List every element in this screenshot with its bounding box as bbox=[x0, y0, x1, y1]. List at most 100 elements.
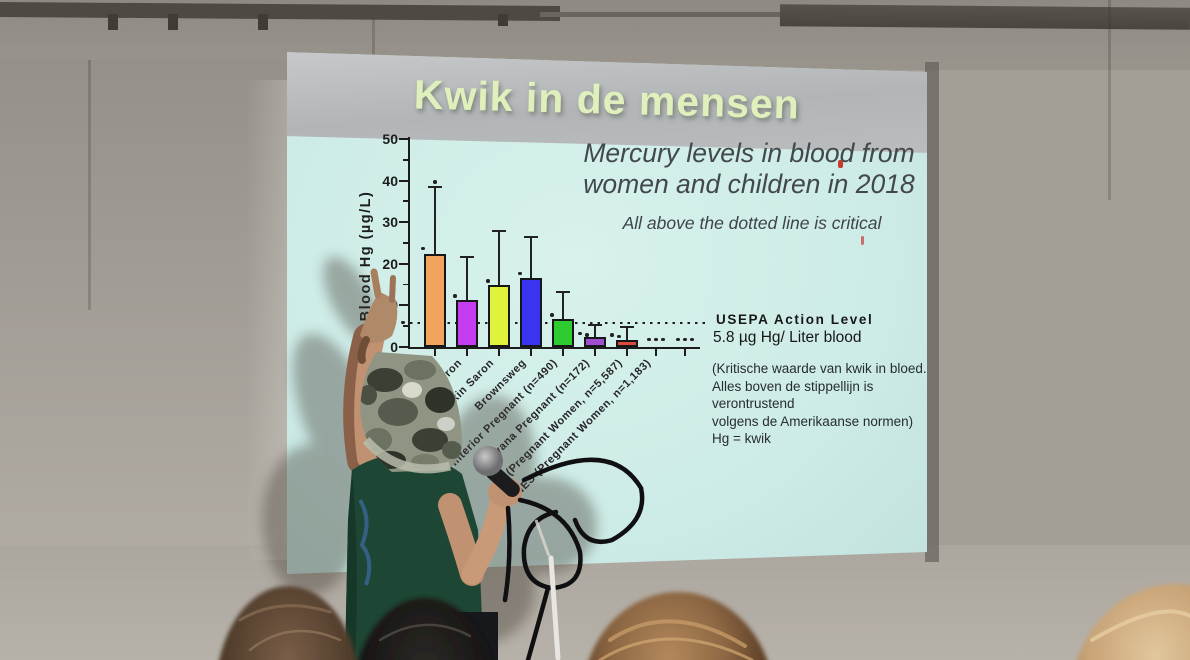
x-tick bbox=[655, 349, 657, 356]
bar-2 bbox=[456, 300, 478, 347]
chart-title: Mercury levels in blood from women and c… bbox=[569, 138, 927, 200]
mic-cables bbox=[502, 457, 645, 660]
y-major-tick bbox=[399, 262, 408, 265]
hair-strands bbox=[238, 604, 1190, 660]
error-bar-cap bbox=[524, 236, 538, 239]
data-point-dot bbox=[610, 333, 614, 337]
chart-title-line2: women and children in 2018 bbox=[583, 169, 915, 199]
data-point-dot bbox=[518, 271, 522, 276]
data-point-dot bbox=[578, 331, 582, 336]
x-tick bbox=[594, 349, 596, 356]
y-major-tick bbox=[399, 138, 408, 140]
y-minor-tick bbox=[403, 283, 408, 286]
error-bar bbox=[562, 291, 564, 320]
x-tick bbox=[530, 349, 532, 356]
finger bbox=[370, 268, 382, 299]
data-point-dot bbox=[550, 313, 554, 317]
data-point-dot bbox=[453, 294, 457, 298]
x-tick bbox=[684, 349, 686, 356]
beam-bracket bbox=[258, 14, 268, 30]
shirt-print bbox=[358, 498, 372, 586]
data-point-dot bbox=[683, 337, 687, 341]
bar-6 bbox=[584, 337, 606, 347]
x-tick bbox=[434, 349, 436, 356]
x-axis-line bbox=[408, 347, 700, 350]
presenter-shirt-shade bbox=[345, 470, 357, 660]
bar-5 bbox=[552, 319, 574, 347]
audience-head-brown bbox=[219, 586, 357, 660]
presenter-mic-arm bbox=[438, 446, 522, 586]
screen-edge-shadow bbox=[925, 62, 939, 562]
data-point-dot bbox=[617, 334, 621, 339]
bar-4 bbox=[520, 277, 542, 347]
y-minor-tick bbox=[403, 158, 408, 161]
y-tick-label: 40 bbox=[382, 172, 398, 189]
chart-title-line1: Mercury levels in blood from bbox=[583, 138, 915, 168]
ceiling-beam-mid bbox=[540, 12, 800, 17]
video-artifact-speck bbox=[838, 160, 843, 168]
wall-below-screen bbox=[0, 545, 1190, 660]
y-tick-label: 0 bbox=[390, 339, 398, 355]
error-bar-cap bbox=[588, 323, 602, 326]
y-major-tick bbox=[399, 304, 408, 307]
audience-head-blonde bbox=[1076, 584, 1190, 660]
data-point-dot bbox=[654, 337, 658, 341]
data-point-dot bbox=[486, 279, 490, 283]
y-major-tick bbox=[399, 179, 408, 182]
audience-head-black bbox=[358, 598, 492, 660]
wall-seam bbox=[88, 60, 91, 310]
presenter-hand bbox=[360, 292, 398, 344]
data-point-dot bbox=[676, 337, 680, 341]
reference-line-dot bbox=[401, 320, 405, 325]
error-bar-cap bbox=[460, 256, 474, 259]
dutch-note-line4: Hg = kwik bbox=[712, 431, 771, 446]
audience-head-auburn bbox=[588, 592, 768, 660]
data-point-dot bbox=[421, 246, 425, 251]
dutch-note-line1: (Kritische waarde van kwik in bloed. bbox=[712, 361, 927, 376]
hood-brim bbox=[362, 436, 452, 474]
data-point-dot bbox=[433, 180, 437, 184]
y-tick-label: 20 bbox=[382, 255, 398, 272]
y-minor-tick bbox=[403, 200, 408, 203]
bar-7 bbox=[616, 339, 638, 347]
beam-bracket bbox=[498, 14, 508, 26]
data-point-dot bbox=[661, 337, 665, 341]
y-major-tick bbox=[399, 346, 408, 348]
bar-3 bbox=[488, 284, 510, 347]
finger bbox=[389, 275, 396, 303]
y-tick-label: 30 bbox=[382, 214, 398, 231]
error-bar-cap bbox=[556, 290, 570, 293]
y-minor-tick bbox=[403, 325, 408, 327]
presenter-camo-hood bbox=[360, 352, 462, 474]
data-point-dot bbox=[585, 333, 589, 337]
data-point-dot bbox=[647, 337, 651, 341]
mic-stand-rod bbox=[548, 555, 561, 660]
wall-seam bbox=[372, 18, 375, 58]
microphone-head bbox=[473, 446, 503, 476]
cable-highlight bbox=[534, 519, 551, 557]
thumb-shadow bbox=[357, 336, 370, 364]
dutch-note-line2: Alles boven de stippellijn is verontrust… bbox=[712, 378, 874, 412]
x-tick bbox=[466, 349, 468, 356]
error-bar bbox=[626, 327, 628, 340]
error-bar-cap bbox=[620, 326, 634, 329]
error-bar bbox=[498, 231, 500, 285]
error-bar-cap bbox=[428, 185, 442, 188]
x-tick bbox=[498, 349, 500, 356]
y-axis-line bbox=[408, 137, 411, 349]
error-bar bbox=[466, 257, 468, 301]
error-bar bbox=[434, 186, 436, 255]
error-bar-cap bbox=[492, 230, 506, 233]
data-point-dot bbox=[690, 337, 694, 341]
video-artifact-speck bbox=[861, 236, 864, 245]
y-tick-label: 50 bbox=[382, 131, 398, 147]
beam-bracket bbox=[168, 14, 178, 30]
wall-seam bbox=[1108, 0, 1111, 200]
x-tick bbox=[626, 349, 628, 356]
y-major-tick bbox=[399, 221, 408, 224]
usepa-action-level-value: 5.8 µg Hg/ Liter blood bbox=[713, 329, 862, 346]
beam-bracket bbox=[108, 14, 118, 30]
bar-1 bbox=[424, 254, 446, 347]
